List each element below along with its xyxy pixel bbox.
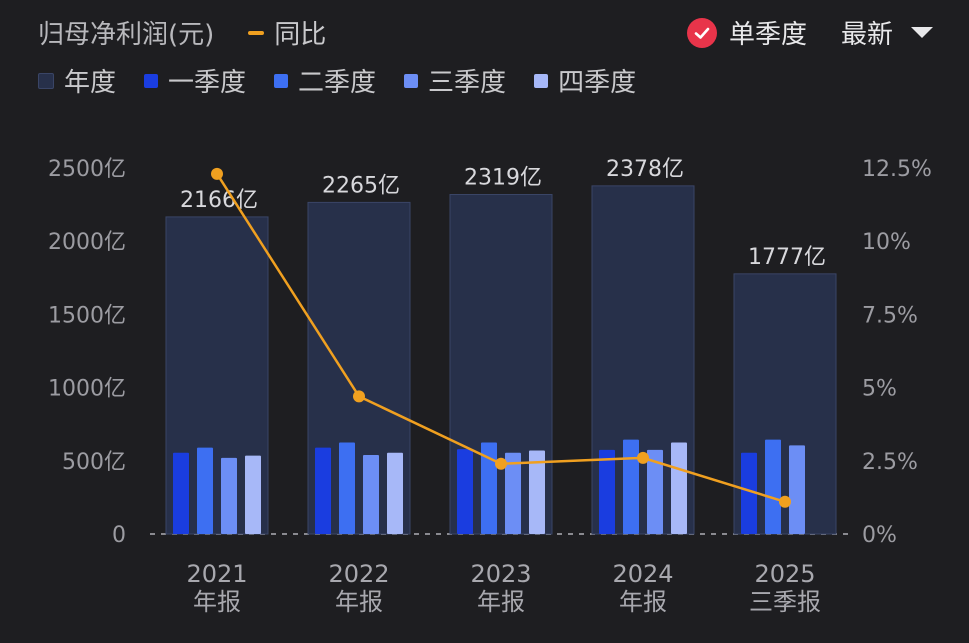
- quarter-bar: [173, 452, 189, 534]
- quarter-bar: [315, 447, 331, 534]
- checkmark-icon[interactable]: [686, 17, 717, 48]
- y-right-tick-label: 2.5%: [862, 450, 918, 475]
- legend-swatch: [144, 73, 159, 88]
- quarter-bar: [529, 450, 545, 534]
- yoy-point: [495, 457, 507, 470]
- legend-label: 四季度: [558, 68, 637, 98]
- x-tick-year: 2025: [754, 560, 815, 588]
- quarter-bar: [387, 452, 403, 534]
- y-right-tick-label: 0%: [862, 523, 897, 548]
- y-left-tick-label: 2000亿: [48, 230, 126, 255]
- annual-value-label: 2378亿: [606, 157, 684, 182]
- y-left-tick-label: 1000亿: [48, 377, 126, 402]
- y-left-tick-label: 500亿: [62, 450, 126, 475]
- x-tick-period: 年报: [477, 588, 525, 616]
- quarter-bar: [505, 452, 521, 534]
- legend-item-q3[interactable]: 三季度: [404, 62, 506, 99]
- legend-label: 三季度: [428, 68, 507, 98]
- quarter-bar: [197, 447, 213, 534]
- legend-item-annual[interactable]: 年度: [38, 62, 116, 99]
- legend-swatch: [404, 73, 419, 88]
- quarter-bar: [599, 449, 615, 534]
- annual-value-label: 1777亿: [748, 245, 826, 270]
- legend-swatch: [38, 72, 54, 89]
- yoy-legend-label: 同比: [274, 20, 327, 50]
- quarter-bar: [623, 439, 639, 534]
- quarter-bar: [245, 455, 261, 534]
- legend-item-q2[interactable]: 二季度: [274, 62, 376, 99]
- x-tick-year: 2021: [186, 560, 247, 588]
- y-right-tick-label: 12.5%: [862, 157, 932, 182]
- quarter-bar: [221, 457, 237, 534]
- quarter-bar: [789, 445, 805, 534]
- x-tick-year: 2023: [470, 560, 531, 588]
- legend-swatch: [274, 73, 289, 88]
- yoy-line-swatch: [248, 30, 265, 35]
- x-tick-period: 三季报: [749, 588, 821, 616]
- yoy-legend: 同比: [248, 14, 326, 51]
- quarter-bar: [481, 442, 497, 534]
- quarter-bar: [647, 449, 663, 534]
- quarter-bar: [765, 439, 781, 534]
- legend-item-q4[interactable]: 四季度: [534, 62, 636, 99]
- quarter-bar: [339, 442, 355, 534]
- chart-header: 归母净利润(元) 同比 单季度 最新 年度 一季度 二季度 三季度 四季度: [0, 0, 969, 110]
- quarter-bar: [671, 442, 687, 534]
- yoy-point: [353, 390, 365, 403]
- period-dropdown-label: 最新: [840, 20, 893, 50]
- x-tick-period: 年报: [193, 588, 241, 616]
- legend-label: 年度: [64, 68, 117, 98]
- y-right-tick-label: 5%: [862, 377, 897, 402]
- y-left-tick-label: 2500亿: [48, 157, 126, 182]
- quarter-bar: [457, 449, 473, 534]
- quarter-bar: [363, 454, 379, 534]
- legend-label: 二季度: [298, 68, 377, 98]
- yoy-point: [637, 451, 649, 464]
- y-left-tick-label: 0: [112, 523, 126, 548]
- annual-value-label: 2166亿: [180, 188, 258, 213]
- x-tick-year: 2022: [328, 560, 389, 588]
- series-legend: 年度 一季度 二季度 三季度 四季度: [38, 62, 664, 99]
- x-tick-period: 年报: [619, 588, 667, 616]
- yoy-point: [211, 167, 223, 180]
- y-right-tick-label: 10%: [862, 230, 911, 255]
- annual-value-label: 2265亿: [322, 173, 400, 198]
- x-tick-year: 2024: [612, 560, 673, 588]
- y-left-tick-label: 1500亿: [48, 303, 126, 328]
- x-tick-period: 年报: [335, 588, 383, 616]
- title-row: 归母净利润(元) 同比: [38, 14, 326, 51]
- legend-item-q1[interactable]: 一季度: [144, 62, 246, 99]
- chart-title: 归母净利润(元): [38, 20, 215, 50]
- y-right-tick-label: 7.5%: [862, 303, 918, 328]
- single-quarter-toggle[interactable]: 单季度: [728, 20, 807, 50]
- legend-label: 一季度: [168, 68, 247, 98]
- legend-swatch: [534, 73, 549, 88]
- quarter-bar: [741, 452, 757, 534]
- yoy-point: [779, 495, 791, 508]
- annual-value-label: 2319亿: [464, 165, 542, 190]
- header-controls: 单季度 最新: [686, 14, 933, 51]
- caret-down-icon: [911, 27, 933, 38]
- period-dropdown[interactable]: 最新: [841, 14, 933, 51]
